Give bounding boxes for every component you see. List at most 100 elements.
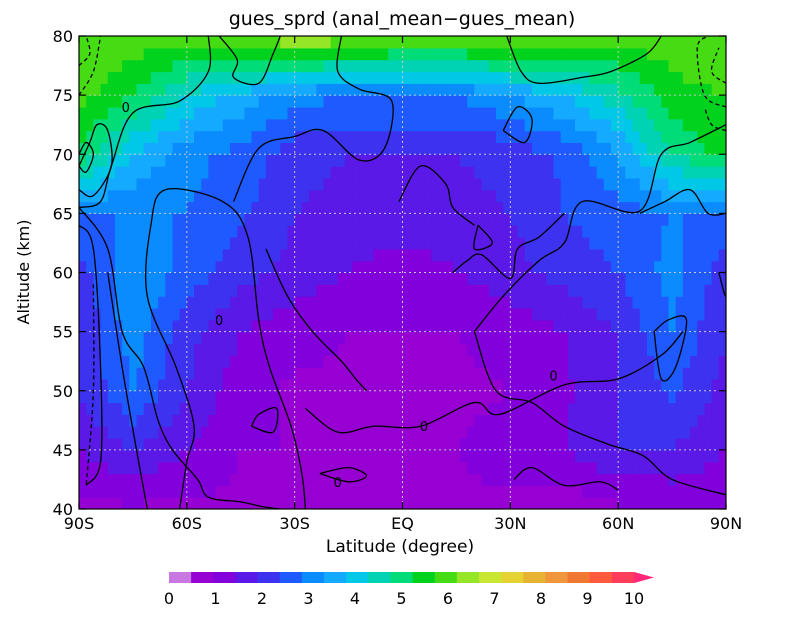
field-cell bbox=[395, 106, 404, 120]
field-cell bbox=[129, 130, 138, 144]
field-cell bbox=[136, 426, 145, 439]
field-cell bbox=[79, 331, 87, 345]
field-cell bbox=[352, 201, 360, 214]
field-cell bbox=[380, 272, 389, 285]
field-cell bbox=[560, 130, 569, 144]
colorbar-tick-label: 3 bbox=[303, 589, 313, 608]
field-cell bbox=[373, 118, 382, 132]
field-cell bbox=[344, 473, 353, 486]
field-cell bbox=[309, 260, 317, 274]
field-cell bbox=[524, 355, 533, 368]
field-cell bbox=[539, 414, 547, 427]
field-cell bbox=[654, 237, 662, 250]
field-cell bbox=[495, 307, 504, 321]
field-cell bbox=[531, 390, 540, 404]
field-cell bbox=[409, 71, 418, 84]
field-cell bbox=[690, 106, 698, 120]
field-cell bbox=[704, 390, 713, 404]
field-cell bbox=[546, 438, 555, 451]
field-cell bbox=[237, 47, 245, 61]
field-cell bbox=[661, 497, 670, 509]
field-cell bbox=[553, 189, 562, 203]
field-cell bbox=[208, 367, 217, 380]
field-cell bbox=[280, 95, 289, 108]
field-cell bbox=[718, 154, 726, 167]
field-cell bbox=[589, 47, 598, 61]
field-cell bbox=[129, 166, 138, 179]
field-cell bbox=[711, 225, 720, 238]
field-cell bbox=[575, 201, 583, 214]
field-cell bbox=[114, 497, 123, 509]
field-cell bbox=[179, 189, 188, 203]
field-cell bbox=[323, 497, 332, 509]
field-cell bbox=[718, 83, 726, 96]
field-cell bbox=[596, 213, 605, 226]
field-cell bbox=[201, 402, 209, 415]
field-cell bbox=[122, 485, 130, 498]
field-cell bbox=[618, 47, 626, 61]
field-cell bbox=[510, 307, 519, 321]
field-cell bbox=[150, 426, 159, 439]
field-cell bbox=[718, 213, 726, 226]
field-cell bbox=[143, 355, 152, 368]
field-cell bbox=[409, 461, 418, 475]
field-cell bbox=[129, 272, 138, 285]
field-cell bbox=[301, 248, 310, 262]
field-cell bbox=[553, 106, 562, 120]
field-cell bbox=[661, 331, 670, 345]
field-cell bbox=[344, 284, 353, 297]
field-cell bbox=[143, 367, 152, 380]
field-cell bbox=[222, 378, 231, 392]
field-cell bbox=[682, 95, 691, 108]
field-cell bbox=[373, 59, 382, 73]
heatmap-field bbox=[79, 36, 726, 509]
field-cell bbox=[208, 83, 217, 96]
field-cell bbox=[589, 260, 598, 274]
field-cell bbox=[654, 272, 662, 285]
field-cell bbox=[323, 118, 332, 132]
field-cell bbox=[237, 319, 245, 333]
field-cell bbox=[718, 272, 726, 285]
field-cell bbox=[150, 71, 159, 84]
field-cell bbox=[301, 296, 310, 309]
field-cell bbox=[316, 426, 325, 439]
field-cell bbox=[158, 449, 166, 463]
field-cell bbox=[589, 59, 598, 73]
field-cell bbox=[150, 106, 159, 120]
field-cell bbox=[675, 166, 684, 179]
field-cell bbox=[575, 248, 583, 262]
field-cell bbox=[122, 296, 130, 309]
field-cell bbox=[395, 95, 404, 108]
field-cell bbox=[639, 473, 648, 486]
field-cell bbox=[366, 95, 375, 108]
field-cell bbox=[524, 225, 533, 238]
field-cell bbox=[409, 142, 418, 155]
field-cell bbox=[215, 461, 224, 475]
field-cell bbox=[424, 367, 432, 380]
field-cell bbox=[618, 95, 626, 108]
field-cell bbox=[359, 213, 368, 226]
field-cell bbox=[481, 248, 490, 262]
field-cell bbox=[704, 414, 713, 427]
field-cell bbox=[531, 47, 540, 61]
field-cell bbox=[575, 118, 583, 132]
field-cell bbox=[416, 307, 425, 321]
field-cell bbox=[172, 343, 181, 356]
field-cell bbox=[172, 260, 181, 274]
field-cell bbox=[424, 130, 432, 144]
field-cell bbox=[467, 59, 475, 73]
field-cell bbox=[129, 438, 138, 451]
field-cell bbox=[618, 414, 626, 427]
colorbar-swatch bbox=[589, 572, 613, 583]
field-cell bbox=[359, 248, 368, 262]
field-cell bbox=[395, 154, 404, 167]
field-cell bbox=[438, 130, 447, 144]
field-cell bbox=[575, 189, 583, 203]
field-cell bbox=[582, 95, 591, 108]
field-cell bbox=[380, 473, 389, 486]
field-cell bbox=[194, 485, 202, 498]
field-cell bbox=[661, 414, 670, 427]
field-cell bbox=[172, 367, 181, 380]
field-cell bbox=[474, 378, 483, 392]
